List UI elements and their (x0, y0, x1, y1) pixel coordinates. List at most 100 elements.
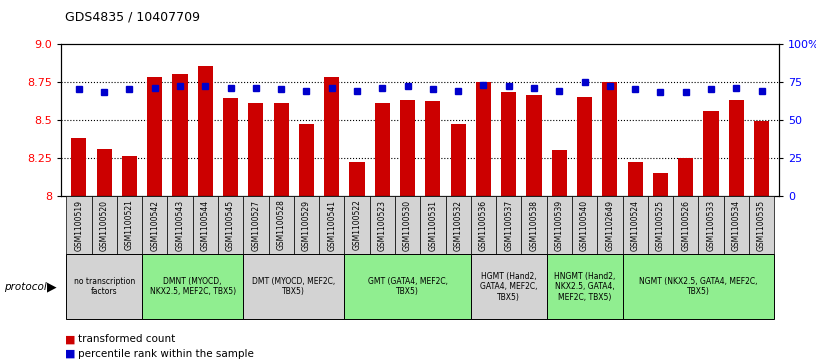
Bar (117, 196, 142, 254)
Bar (420, 196, 446, 254)
Bar (577, 97, 592, 196)
Bar (248, 103, 264, 196)
Bar (547, 254, 623, 319)
Bar (66, 196, 91, 254)
Bar (425, 102, 441, 196)
Text: GSM1100523: GSM1100523 (378, 200, 387, 250)
Bar (218, 196, 243, 254)
Text: GSM1100542: GSM1100542 (150, 200, 159, 250)
Bar (703, 111, 719, 196)
Text: GDS4835 / 10407709: GDS4835 / 10407709 (65, 11, 200, 24)
Bar (66, 254, 142, 319)
Text: GSM1100538: GSM1100538 (530, 200, 539, 250)
Text: protocol: protocol (4, 282, 47, 292)
Bar (319, 196, 344, 254)
Text: GSM1100534: GSM1100534 (732, 200, 741, 250)
Text: GSM1100529: GSM1100529 (302, 200, 311, 250)
Bar (273, 103, 289, 196)
Text: GSM1100530: GSM1100530 (403, 200, 412, 250)
Bar (268, 196, 294, 254)
Bar (678, 158, 694, 196)
Bar (71, 138, 86, 196)
Bar (623, 254, 774, 319)
Bar (223, 98, 238, 196)
Bar (521, 196, 547, 254)
Text: GSM1100521: GSM1100521 (125, 200, 134, 250)
Bar (729, 100, 744, 196)
Bar (395, 196, 420, 254)
Bar (653, 173, 668, 196)
Bar (648, 196, 673, 254)
Bar (501, 92, 517, 196)
Bar (172, 74, 188, 196)
Text: GSM1100536: GSM1100536 (479, 200, 488, 250)
Text: GSM1100539: GSM1100539 (555, 200, 564, 250)
Text: GSM1100524: GSM1100524 (631, 200, 640, 250)
Bar (324, 77, 339, 196)
Bar (446, 196, 471, 254)
Bar (344, 196, 370, 254)
Text: GSM1100532: GSM1100532 (454, 200, 463, 250)
Text: DMNT (MYOCD,
NKX2.5, MEF2C, TBX5): DMNT (MYOCD, NKX2.5, MEF2C, TBX5) (149, 277, 236, 297)
Text: HGMT (Hand2,
GATA4, MEF2C,
TBX5): HGMT (Hand2, GATA4, MEF2C, TBX5) (480, 272, 538, 302)
Bar (299, 125, 314, 196)
Text: GSM1100531: GSM1100531 (428, 200, 437, 250)
Text: GSM1100525: GSM1100525 (656, 200, 665, 250)
Bar (572, 196, 597, 254)
Bar (142, 254, 243, 319)
Text: GSM1100543: GSM1100543 (175, 200, 184, 250)
Text: GSM1100522: GSM1100522 (353, 200, 361, 250)
Text: GSM1100545: GSM1100545 (226, 200, 235, 250)
Text: GSM1100544: GSM1100544 (201, 200, 210, 250)
Bar (197, 66, 213, 196)
Text: ▶: ▶ (47, 280, 57, 293)
Bar (547, 196, 572, 254)
Bar (349, 163, 365, 196)
Text: transformed count: transformed count (78, 334, 175, 344)
Text: GSM1100526: GSM1100526 (681, 200, 690, 250)
Bar (724, 196, 749, 254)
Text: GSM1100540: GSM1100540 (580, 200, 589, 250)
Bar (496, 196, 521, 254)
Bar (471, 196, 496, 254)
Text: percentile rank within the sample: percentile rank within the sample (78, 349, 254, 359)
Bar (476, 82, 491, 196)
Text: no transcription
factors: no transcription factors (73, 277, 135, 297)
Bar (628, 163, 643, 196)
Text: GSM1100533: GSM1100533 (707, 200, 716, 250)
Bar (526, 95, 542, 196)
Text: GSM1100519: GSM1100519 (74, 200, 83, 250)
Text: GMT (GATA4, MEF2C,
TBX5): GMT (GATA4, MEF2C, TBX5) (367, 277, 448, 297)
Text: ■: ■ (65, 349, 76, 359)
Bar (450, 125, 466, 196)
Text: ■: ■ (65, 334, 76, 344)
Bar (749, 196, 774, 254)
Bar (375, 103, 390, 196)
Text: GSM1100541: GSM1100541 (327, 200, 336, 250)
Bar (754, 121, 769, 196)
Bar (142, 196, 167, 254)
Text: GSM1102649: GSM1102649 (605, 200, 614, 250)
Text: GSM1100527: GSM1100527 (251, 200, 260, 250)
Bar (552, 150, 567, 196)
Bar (91, 196, 117, 254)
Text: HNGMT (Hand2,
NKX2.5, GATA4,
MEF2C, TBX5): HNGMT (Hand2, NKX2.5, GATA4, MEF2C, TBX5… (554, 272, 615, 302)
Bar (602, 82, 618, 196)
Bar (243, 196, 268, 254)
Bar (147, 77, 162, 196)
Bar (597, 196, 623, 254)
Text: GSM1100537: GSM1100537 (504, 200, 513, 250)
Text: DMT (MYOCD, MEF2C,
TBX5): DMT (MYOCD, MEF2C, TBX5) (252, 277, 335, 297)
Bar (344, 254, 471, 319)
Text: GSM1100528: GSM1100528 (277, 200, 286, 250)
Bar (294, 196, 319, 254)
Bar (370, 196, 395, 254)
Text: GSM1100535: GSM1100535 (757, 200, 766, 250)
Bar (96, 149, 112, 196)
Bar (698, 196, 724, 254)
Bar (400, 100, 415, 196)
Text: GSM1100520: GSM1100520 (100, 200, 109, 250)
Bar (167, 196, 193, 254)
Bar (673, 196, 698, 254)
Bar (193, 196, 218, 254)
